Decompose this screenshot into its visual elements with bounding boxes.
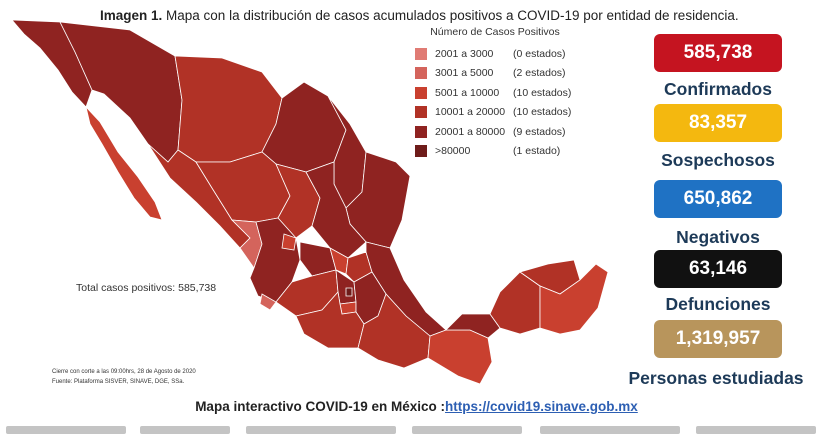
suspected-label: Sospechosos bbox=[661, 150, 775, 170]
studied-label: Personas estudiadas bbox=[628, 368, 804, 388]
legend-range: 20001 a 80000 bbox=[435, 125, 506, 138]
map-legend: Número de Casos Positivos 2001 a 3000 (0… bbox=[415, 26, 575, 161]
legend-item: 3001 a 5000 (2 estados) bbox=[415, 64, 575, 84]
cropped-text-line bbox=[0, 424, 833, 436]
legend-range: >80000 bbox=[435, 145, 471, 158]
legend-count: (1 estado) bbox=[513, 145, 561, 158]
legend-title: Número de Casos Positivos bbox=[430, 26, 560, 38]
state-quintana-roo[interactable] bbox=[539, 263, 609, 335]
state-colima[interactable] bbox=[259, 293, 277, 311]
cropped-text-fragment bbox=[246, 426, 396, 434]
confirmed-label: Confirmados bbox=[664, 79, 772, 99]
legend-item: >80000 (1 estado) bbox=[415, 142, 575, 162]
legend-count: (2 estados) bbox=[513, 67, 566, 80]
legend-count: (9 estados) bbox=[513, 125, 566, 138]
legend-swatch bbox=[415, 125, 427, 138]
state-campeche[interactable] bbox=[489, 271, 541, 335]
suspected-count: 83,357 bbox=[654, 104, 782, 142]
figure-title: Imagen 1. Mapa con la distribución de ca… bbox=[100, 8, 800, 23]
cropped-text-fragment bbox=[140, 426, 230, 434]
deaths-count: 63,146 bbox=[654, 250, 782, 288]
legend-item: 20001 a 80000 (9 estados) bbox=[415, 122, 575, 142]
legend-swatch bbox=[415, 106, 427, 119]
figure-title-text: Mapa con la distribución de casos acumul… bbox=[162, 8, 739, 23]
legend-swatch bbox=[415, 67, 427, 80]
legend-range: 3001 a 5000 bbox=[435, 67, 494, 80]
legend-swatch bbox=[415, 47, 427, 60]
source-line: Fuente: Plataforma SISVER, SINAVE, DGE, … bbox=[52, 379, 185, 385]
legend-count: (10 estados) bbox=[513, 86, 572, 99]
source-note: Cierre con corte a las 09:00hrs, 28 de A… bbox=[52, 367, 196, 387]
legend-range: 10001 a 20000 bbox=[435, 106, 506, 119]
figure-title-label: Imagen 1. bbox=[100, 8, 163, 23]
legend-count: (0 estados) bbox=[513, 47, 566, 60]
deaths-label: Defunciones bbox=[665, 294, 771, 314]
cutoff-note: Cierre con corte a las 09:00hrs, 28 de A… bbox=[52, 369, 196, 375]
interactive-map-link[interactable]: https://covid19.sinave.gob.mx bbox=[445, 399, 638, 414]
interactive-map-footer: Mapa interactivo COVID-19 en México :htt… bbox=[0, 399, 833, 414]
state-aguascalientes[interactable] bbox=[281, 233, 297, 251]
state-baja-california-sur[interactable] bbox=[85, 105, 163, 221]
footer-text: Mapa interactivo COVID-19 en México : bbox=[195, 399, 446, 414]
mexico-map bbox=[11, 19, 609, 385]
cropped-text-fragment bbox=[540, 426, 680, 434]
legend-item: 10001 a 20000 (10 estados) bbox=[415, 103, 575, 123]
legend-count: (10 estados) bbox=[513, 106, 572, 119]
state-guerrero[interactable] bbox=[295, 291, 365, 349]
studied-count: 1,319,957 bbox=[654, 320, 782, 358]
negative-count: 650,862 bbox=[654, 180, 782, 218]
legend-range: 5001 a 10000 bbox=[435, 86, 500, 99]
cropped-text-fragment bbox=[696, 426, 816, 434]
cropped-text-fragment bbox=[6, 426, 126, 434]
legend-range: 2001 a 3000 bbox=[435, 47, 494, 60]
state-chiapas[interactable] bbox=[427, 329, 493, 385]
legend-item: 5001 a 10000 (10 estados) bbox=[415, 83, 575, 103]
negative-label: Negativos bbox=[676, 227, 760, 247]
state-ciudad-de-mexico[interactable] bbox=[345, 287, 353, 297]
total-positive-cases: Total casos positivos: 585,738 bbox=[76, 282, 217, 294]
legend-swatch bbox=[415, 86, 427, 99]
confirmed-count: 585,738 bbox=[654, 34, 782, 72]
legend-swatch bbox=[415, 145, 427, 158]
cropped-text-fragment bbox=[412, 426, 522, 434]
legend-item: 2001 a 3000 (0 estados) bbox=[415, 44, 575, 64]
